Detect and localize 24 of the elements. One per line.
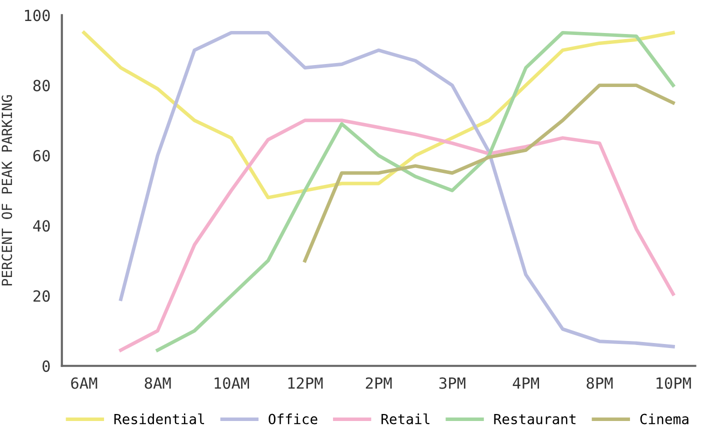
x-tick-label: 10AM (214, 377, 250, 389)
x-tick-label: 12PM (288, 377, 323, 389)
legend-label: Retail (382, 413, 430, 424)
y-tick-label: 0 (42, 360, 50, 372)
x-tick-label: 10PM (656, 377, 691, 389)
x-tick-label: 8PM (586, 377, 613, 389)
x-tick-label: 6AM (71, 377, 98, 389)
y-axis-title: PERCENT OF PEAK PARKING (2, 95, 12, 286)
line-series (82, 30, 675, 200)
legend-label: Cinema (640, 414, 688, 424)
line-series (303, 84, 675, 262)
x-tick-label: 8AM (144, 377, 171, 389)
y-tick-label: 20 (34, 290, 50, 302)
line-series (119, 118, 675, 352)
legend-label: Restaurant (494, 414, 576, 424)
y-tick-label: 40 (33, 220, 50, 232)
x-tick-label: 4PM (512, 378, 539, 389)
y-tick-label: 80 (33, 80, 50, 92)
x-tick-label: 3PM (439, 377, 466, 389)
x-tick-label: 2PM (366, 377, 392, 389)
legend-label: Residential (114, 413, 204, 424)
y-tick-label: 100 (25, 10, 50, 22)
y-tick-label: 60 (33, 150, 50, 162)
legend-label: Office (268, 414, 318, 424)
